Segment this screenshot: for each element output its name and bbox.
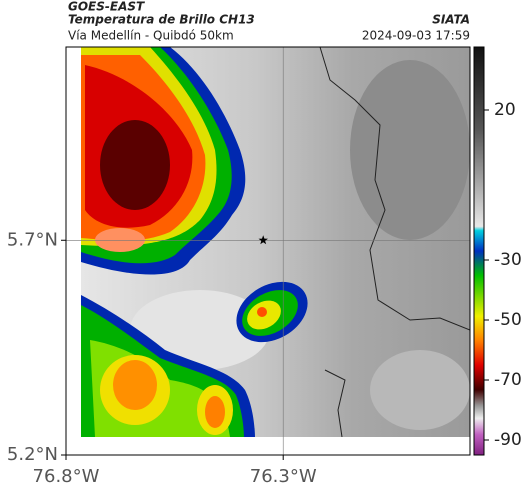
colorbar-tick-label: -90 — [494, 430, 522, 450]
timestamp: 2024-09-03 17:59 — [362, 29, 470, 43]
x-tick-label: 76.3°W — [250, 466, 317, 487]
y-tick-label: 5.2°N — [7, 444, 58, 465]
colorbar-tick-label: 20 — [494, 100, 516, 120]
source: SIATA — [432, 13, 470, 27]
map-frame — [65, 46, 471, 456]
y-tick-label: 5.7°N — [7, 229, 58, 250]
route: Vía Medellín - Quibdó 50km — [68, 29, 234, 43]
colorbar — [473, 46, 485, 456]
location-marker — [258, 235, 268, 245]
title: GOES-EAST — [68, 0, 145, 14]
colorbar-tick-label: -70 — [494, 370, 522, 390]
subtitle: Temperatura de Brillo CH13 — [68, 13, 255, 27]
colorbar-tick-label: -30 — [494, 250, 522, 270]
imagery — [81, 47, 470, 437]
colorbar-tick-label: -50 — [494, 310, 522, 330]
x-tick-label: 76.8°W — [33, 466, 100, 487]
